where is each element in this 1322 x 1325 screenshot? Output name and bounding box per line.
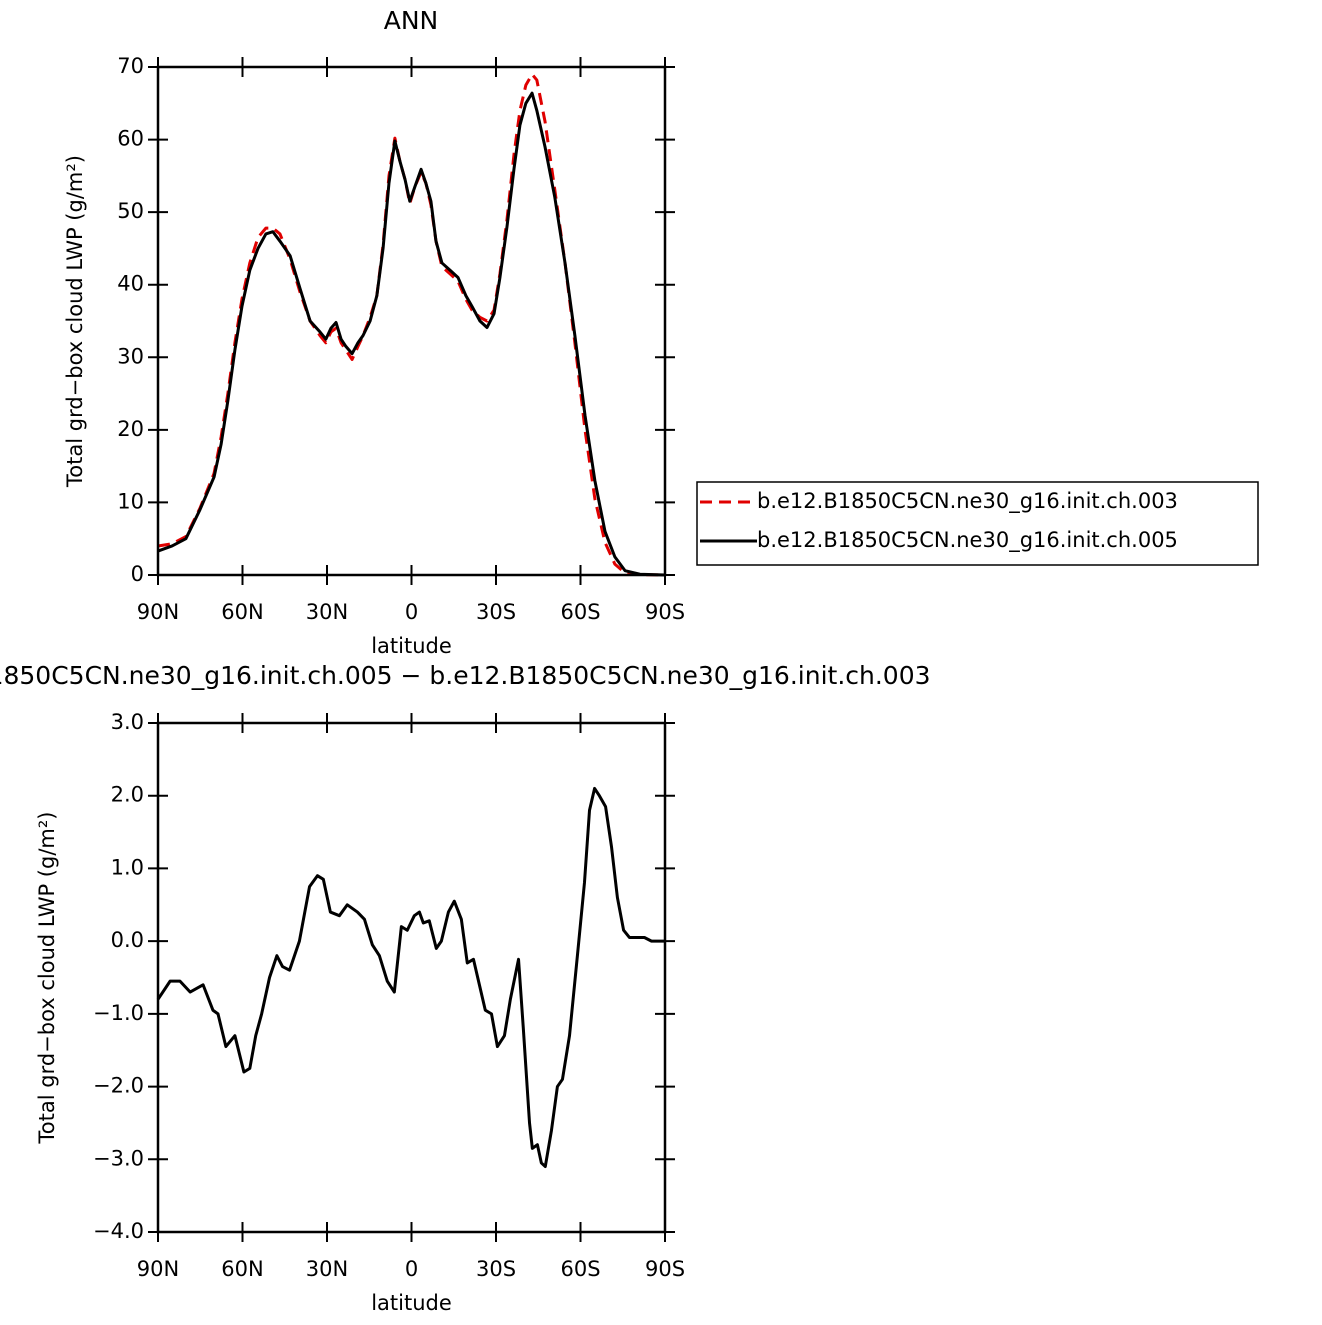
y-tick-label: 20 <box>117 417 144 441</box>
y-tick-label: 3.0 <box>111 710 144 734</box>
legend-label: b.e12.B1850C5CN.ne30_g16.init.ch.003 <box>757 489 1178 514</box>
x-tick-label: 60N <box>221 1257 263 1281</box>
x-tick-label: 90N <box>137 1257 179 1281</box>
y-tick-label: −3.0 <box>93 1146 144 1170</box>
x-tick-label: 0 <box>405 1257 418 1281</box>
x-tick-label: 30N <box>306 1257 348 1281</box>
y-tick-label: 10 <box>117 489 144 513</box>
data-line <box>157 72 666 577</box>
x-tick-label: 60S <box>560 600 600 624</box>
y-tick-label: −2.0 <box>93 1074 144 1098</box>
y-tick-label: 2.0 <box>111 783 144 807</box>
x-tick-label: 60N <box>221 600 263 624</box>
legend-box <box>696 481 1259 566</box>
x-tick-label: 90N <box>137 600 179 624</box>
y-tick-label: −4.0 <box>93 1219 144 1243</box>
data-line <box>157 91 666 577</box>
x-tick-label: 30N <box>306 600 348 624</box>
y-tick-label: 70 <box>117 54 144 78</box>
y-axis-label: Total grd−box cloud LWP (g/m²) <box>35 812 59 1145</box>
plot-frame <box>156 65 667 577</box>
chart-title: b.e12.B1850C5CN.ne30_g16.init.ch.005 − b… <box>0 661 931 690</box>
x-tick-label: 30S <box>476 1257 516 1281</box>
legend-label: b.e12.B1850C5CN.ne30_g16.init.ch.005 <box>757 528 1178 553</box>
chart-title: ANN <box>384 6 439 35</box>
y-tick-label: 30 <box>117 344 144 368</box>
x-tick-label: 60S <box>560 1257 600 1281</box>
x-axis-label: latitude <box>371 1291 452 1315</box>
y-tick-label: 0.0 <box>111 928 144 952</box>
y-tick-label: 50 <box>117 199 144 223</box>
y-tick-label: 40 <box>117 272 144 296</box>
y-tick-label: 1.0 <box>111 855 144 879</box>
y-tick-label: −1.0 <box>93 1001 144 1025</box>
y-tick-label: 0 <box>131 562 144 586</box>
x-tick-label: 0 <box>405 600 418 624</box>
x-tick-label: 90S <box>645 1257 685 1281</box>
y-axis-label: Total grd−box cloud LWP (g/m²) <box>63 155 87 488</box>
plot-frame <box>156 721 667 1234</box>
x-tick-label: 30S <box>476 600 516 624</box>
x-axis-label: latitude <box>371 634 452 658</box>
x-tick-label: 90S <box>645 600 685 624</box>
data-line <box>156 786 665 1169</box>
y-tick-label: 60 <box>117 127 144 151</box>
